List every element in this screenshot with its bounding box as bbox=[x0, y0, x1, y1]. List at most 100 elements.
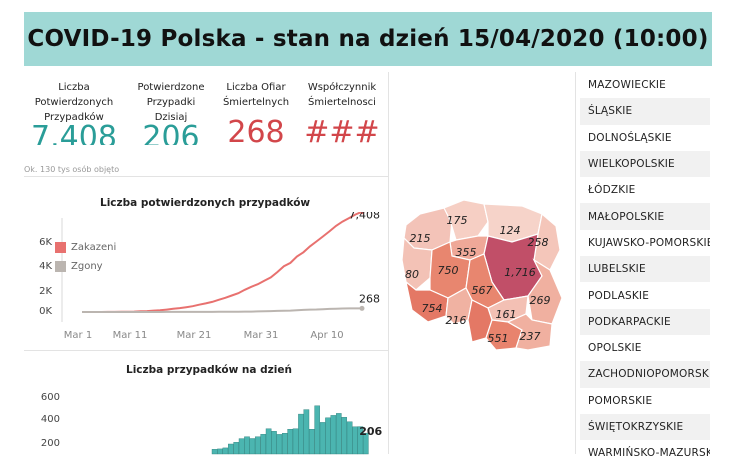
bar[interactable] bbox=[292, 428, 299, 455]
y-tick: 200 bbox=[41, 438, 60, 449]
legend-item-zakazeni[interactable]: Zakazeni bbox=[55, 238, 116, 257]
kpi-today: Potwierdzone Przypadki Dzisiaj 206 bbox=[128, 80, 214, 145]
kpi-deaths-label-2: Śmiertelnych bbox=[222, 97, 290, 108]
bar[interactable] bbox=[271, 431, 277, 455]
y-tick: 2K bbox=[39, 286, 52, 297]
x-tick: Mar 31 bbox=[244, 330, 279, 341]
kpi-subtitle-cut: Ok. 130 tys osób objęto bbox=[24, 165, 120, 174]
bar[interactable] bbox=[254, 436, 261, 455]
bar-data-label: 206 bbox=[359, 425, 382, 438]
kpi-today-label-2: Przypadki bbox=[146, 97, 196, 108]
region-item[interactable]: DOLNOŚLĄSKIE bbox=[580, 124, 710, 151]
kpi-deaths-value: 268 bbox=[227, 115, 285, 150]
y-tick: 400 bbox=[41, 414, 60, 425]
map-label: 258 bbox=[528, 236, 549, 249]
bar[interactable] bbox=[346, 421, 353, 455]
region-item[interactable]: PODLASKIE bbox=[580, 282, 710, 309]
legend-swatch bbox=[55, 261, 66, 272]
region-item[interactable]: ZACHODNIOPOMORSKIE bbox=[580, 361, 710, 388]
region-item[interactable]: OPOLSKIE bbox=[580, 334, 710, 362]
x-tick: Mar 1 bbox=[64, 330, 92, 341]
bar[interactable] bbox=[217, 448, 223, 455]
y-tick: 0K bbox=[39, 306, 52, 317]
bar-chart-title: Liczba przypadków na dzień bbox=[126, 364, 292, 376]
y-tick: 600 bbox=[41, 392, 60, 403]
legend-swatch bbox=[55, 242, 66, 253]
bar[interactable] bbox=[249, 438, 256, 455]
map-label: 124 bbox=[500, 224, 521, 237]
kpi-today-label-3: Dzisiaj bbox=[154, 112, 188, 123]
bar[interactable] bbox=[341, 417, 348, 455]
bar[interactable] bbox=[244, 436, 250, 455]
line-chart: 6K 4K 2K 0K Mar 1 Mar 11 Mar 21 Mar 31 A… bbox=[39, 212, 381, 341]
bar[interactable] bbox=[238, 438, 245, 455]
data-label: 7,408 bbox=[349, 212, 381, 222]
section-divider bbox=[24, 176, 388, 177]
bar[interactable] bbox=[330, 415, 337, 455]
region-item[interactable]: ŁÓDZKIE bbox=[580, 177, 710, 204]
poland-map: 175 124 215 355 258 80 750 1,716 567 269… bbox=[401, 199, 563, 351]
series-endpoint[interactable] bbox=[359, 305, 365, 311]
bar[interactable] bbox=[233, 442, 240, 455]
y-tick: 4K bbox=[39, 261, 52, 272]
map-label: 355 bbox=[456, 246, 477, 259]
legend-item-zgony[interactable]: Zgony bbox=[55, 257, 116, 276]
kpi-rate-value: ### bbox=[304, 115, 380, 150]
x-tick: Mar 11 bbox=[113, 330, 148, 341]
region-item[interactable]: WIELKOPOLSKIE bbox=[580, 150, 710, 178]
kpi-confirmed-label-3: Przypadków bbox=[44, 112, 104, 123]
y-tick: 6K bbox=[39, 237, 52, 248]
region-item[interactable]: WARMIŃSKO-MAZURSKIE bbox=[580, 440, 710, 466]
bar[interactable] bbox=[260, 434, 267, 455]
map-label: 269 bbox=[530, 294, 551, 307]
column-divider bbox=[388, 72, 389, 454]
bar[interactable] bbox=[325, 417, 331, 455]
map-label: 567 bbox=[472, 284, 493, 297]
kpi-deaths: Liczba Ofiar Śmiertelnych 268 bbox=[216, 80, 296, 148]
region-item[interactable]: MAŁOPOLSKIE bbox=[580, 203, 710, 230]
bar[interactable] bbox=[309, 429, 315, 455]
bar[interactable] bbox=[227, 443, 234, 455]
bar[interactable] bbox=[352, 426, 358, 455]
bar[interactable] bbox=[276, 434, 283, 455]
region-item[interactable]: KUJAWSKO-POMORSKIE bbox=[580, 229, 710, 257]
region-item[interactable]: LUBELSKIE bbox=[580, 256, 710, 283]
region-item[interactable]: ŚWIĘTOKRZYSKIE bbox=[580, 413, 710, 441]
line-chart-title: Liczba potwierdzonych przypadków bbox=[100, 197, 311, 209]
bar[interactable] bbox=[211, 449, 218, 455]
bar[interactable] bbox=[319, 422, 326, 455]
bar[interactable] bbox=[265, 428, 272, 455]
series-endpoint[interactable] bbox=[359, 212, 365, 215]
region-item[interactable]: POMORSKIE bbox=[580, 387, 710, 414]
map-label: 215 bbox=[410, 232, 431, 245]
dashboard-header: COVID-19 Polska - stan na dzień 15/04/20… bbox=[24, 12, 712, 66]
line-chart-legend: Zakazeni Zgony bbox=[55, 238, 116, 276]
bar[interactable] bbox=[303, 409, 310, 455]
bar[interactable] bbox=[336, 413, 342, 455]
kpi-today-label-1: Potwierdzone bbox=[137, 82, 205, 93]
column-divider bbox=[575, 72, 576, 454]
region-item[interactable]: PODKARPACKIE bbox=[580, 308, 710, 335]
bar[interactable] bbox=[287, 429, 294, 455]
dashboard-title: COVID-19 Polska - stan na dzień 15/04/20… bbox=[27, 26, 709, 52]
map-region-podkarpackie[interactable] bbox=[506, 313, 553, 351]
x-tick: Apr 10 bbox=[310, 330, 343, 341]
kpi-confirmed-label-1: Liczba bbox=[58, 82, 90, 93]
series-line-zgony bbox=[82, 307, 362, 313]
region-item[interactable]: ŚLĄSKIE bbox=[580, 98, 710, 125]
bar[interactable] bbox=[222, 447, 229, 455]
kpi-confirmed-label-2: Potwierdzonych bbox=[34, 97, 114, 108]
map-label: 750 bbox=[438, 264, 459, 277]
bar[interactable] bbox=[282, 433, 288, 455]
bar[interactable] bbox=[314, 405, 321, 455]
region-item[interactable]: MAZOWIECKIE bbox=[580, 72, 710, 99]
bar[interactable] bbox=[298, 413, 304, 455]
map-region-pomorskie[interactable] bbox=[443, 199, 489, 241]
kpi-today-value: 206 bbox=[142, 123, 200, 145]
series-line-zakazeni bbox=[82, 212, 363, 313]
map-label: 754 bbox=[422, 302, 443, 315]
map-region-lubuskie[interactable] bbox=[401, 236, 433, 291]
legend-label: Zgony bbox=[71, 261, 103, 272]
kpi-confirmed-value: 7.408 bbox=[31, 123, 117, 145]
map-label: 1,716 bbox=[504, 266, 536, 279]
